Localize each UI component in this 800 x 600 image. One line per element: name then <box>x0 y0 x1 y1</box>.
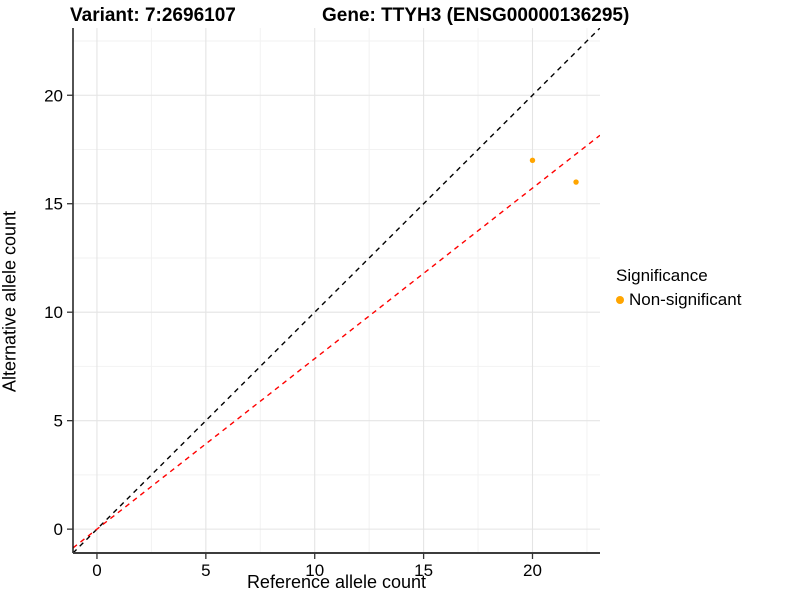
x-tick-label: 20 <box>523 561 542 580</box>
y-tick-label: 15 <box>44 195 63 214</box>
x-tick-label: 15 <box>414 561 433 580</box>
plot-title-variant: Variant: 7:2696107 <box>70 5 236 26</box>
x-axis-title: Reference allele count <box>246 572 427 592</box>
x-tick-label: 10 <box>305 561 324 580</box>
data-point <box>529 157 536 164</box>
y-tick-label: 10 <box>44 303 63 322</box>
plot-title-gene: Gene: TTYH3 (ENSG00000136295) <box>322 5 630 26</box>
identity-line <box>73 28 600 553</box>
y-tick-label: 0 <box>54 520 63 539</box>
legend-item: Non-significant <box>616 290 741 310</box>
x-tick-label: 0 <box>92 561 101 580</box>
expected-ratio-line <box>73 134 600 549</box>
legend-item-label: Non-significant <box>629 290 742 309</box>
legend-title: Significance <box>616 266 708 285</box>
x-tick-label: 5 <box>201 561 210 580</box>
legend: Significance Non-significant <box>616 266 741 310</box>
y-tick-label: 20 <box>44 86 63 105</box>
y-tick-label: 5 <box>54 412 63 431</box>
data-point <box>573 179 579 185</box>
y-axis-title: Alternative allele count <box>0 210 20 393</box>
legend-marker-dot-icon <box>616 296 624 304</box>
